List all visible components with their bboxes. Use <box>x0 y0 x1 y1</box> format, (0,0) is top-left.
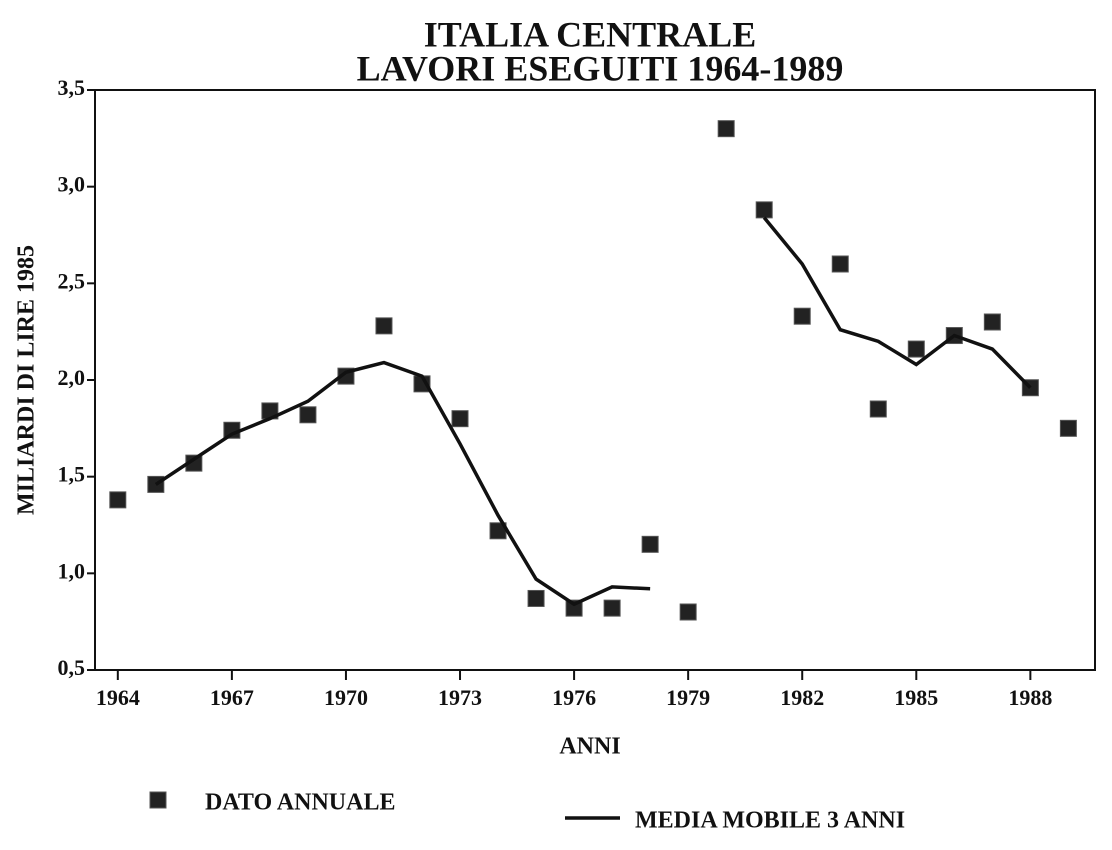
data-point <box>641 535 659 553</box>
x-tick-label: 1976 <box>552 685 596 710</box>
data-point <box>983 313 1001 331</box>
data-point <box>831 255 849 273</box>
data-point <box>717 120 735 138</box>
chart-title: ITALIA CENTRALE <box>424 14 756 54</box>
data-point <box>755 201 773 219</box>
data-point <box>907 340 925 358</box>
chart-subtitle: LAVORI ESEGUITI 1964-1989 <box>357 48 844 88</box>
y-axis-label: MILIARDI DI LIRE 1985 <box>14 245 40 515</box>
data-point <box>299 406 317 424</box>
x-tick-label: 1973 <box>438 685 482 710</box>
data-point <box>1059 419 1077 437</box>
legend-marker <box>149 791 167 809</box>
legend-label: MEDIA MOBILE 3 ANNI <box>635 808 905 834</box>
x-tick-label: 1988 <box>1008 685 1052 710</box>
x-tick-label: 1970 <box>324 685 368 710</box>
x-tick-label: 1985 <box>894 685 938 710</box>
data-point <box>527 589 545 607</box>
x-tick-label: 1964 <box>96 685 140 710</box>
y-tick-label: 2,0 <box>58 365 86 390</box>
y-tick-label: 2,5 <box>58 268 86 293</box>
x-axis-label: ANNI <box>559 734 620 760</box>
moving-average-line <box>154 216 1032 607</box>
data-point <box>109 491 127 509</box>
x-tick-label: 1979 <box>666 685 710 710</box>
x-tick-label: 1982 <box>780 685 824 710</box>
y-tick-label: 3,0 <box>58 172 86 197</box>
data-point <box>603 599 621 617</box>
data-point <box>375 317 393 335</box>
legend-label: DATO ANNUALE <box>205 790 395 816</box>
y-tick-label: 1,5 <box>58 462 86 487</box>
y-tick-label: 3,5 <box>58 75 86 100</box>
data-point <box>793 307 811 325</box>
y-tick-label: 1,0 <box>58 558 86 583</box>
plot-frame <box>94 89 1096 671</box>
y-tick-label: 0,5 <box>58 655 86 680</box>
data-point <box>451 410 469 428</box>
data-point <box>679 603 697 621</box>
x-tick-label: 1967 <box>210 685 254 710</box>
data-point <box>869 400 887 418</box>
